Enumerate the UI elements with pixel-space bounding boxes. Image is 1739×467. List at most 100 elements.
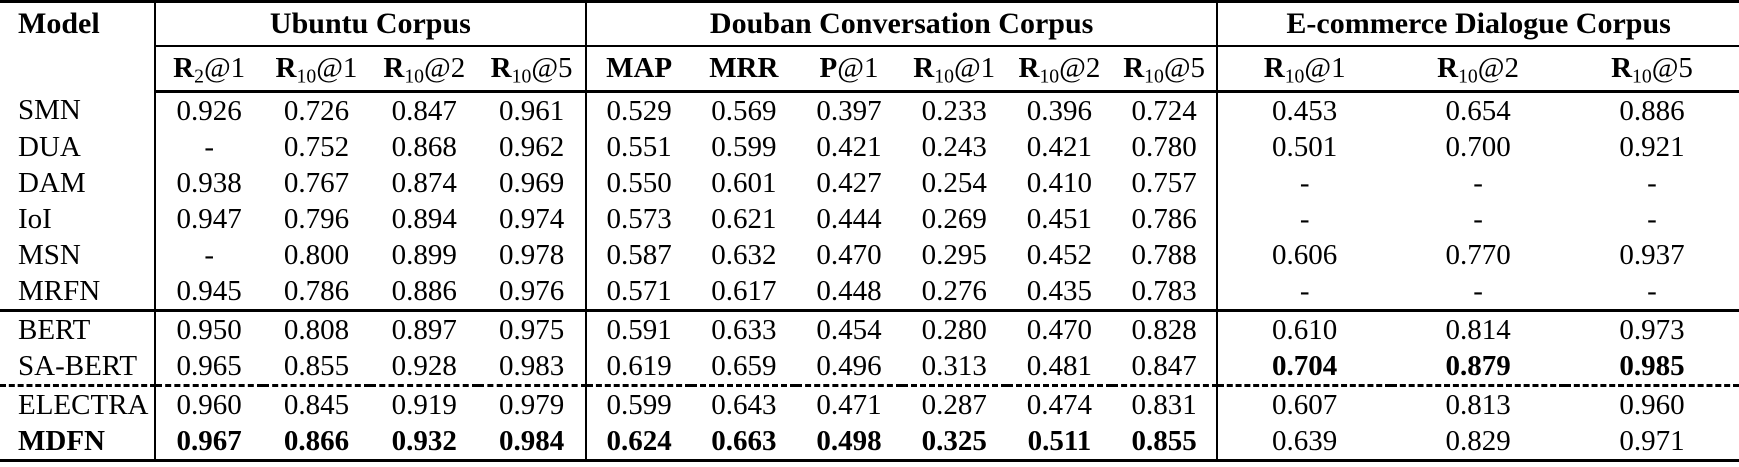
value-cell: 0.786 [283, 274, 350, 307]
metric-at-n: @2 [1059, 52, 1101, 84]
metric-header: MAP [585, 46, 692, 93]
metric-subscript: 10 [511, 65, 532, 88]
table-row: MSN -0.800 0.899 0.978 0.587 0.632 0.470 0.295 0… [0, 237, 1739, 273]
metric-header: R2@1 [153, 46, 263, 93]
value-cell: 0.421 [1026, 130, 1093, 163]
value-cell: 0.451 [1026, 202, 1093, 235]
value-cell: 0.233 [921, 94, 987, 127]
value-cell: 0.498 [816, 424, 882, 457]
value-cell: 0.921 [1619, 130, 1685, 163]
model-cell: MSN [18, 238, 81, 271]
metric-at-n: @1 [1304, 52, 1346, 84]
value-cell: 0.796 [283, 202, 350, 235]
value-cell: 0.973 [1565, 309, 1739, 348]
value-cell: 0.421 [816, 130, 882, 163]
value-cell: 0.632 [711, 238, 777, 271]
metric-header: R10@2 [370, 46, 479, 93]
value-cell: 0.950 [153, 309, 263, 348]
value-cell: 0.454 [796, 309, 902, 348]
value-cell: - [153, 237, 263, 273]
table-row: DUA -0.752 0.868 0.962 0.551 0.599 0.421 0.243 0… [0, 129, 1739, 165]
corpus-group-header: Ubuntu Corpus [153, 1, 587, 47]
value-cell: 0.470 [1006, 309, 1113, 348]
value-cell: 0.624 [585, 423, 692, 461]
metric-header: R10@1 [1216, 46, 1392, 93]
value-cell: 0.607 [1216, 384, 1392, 423]
value-cell: 0.783 [1131, 274, 1197, 307]
value-cell: 0.276 [921, 274, 987, 307]
table-row: SA-BERT 0.965 0.855 0.928 0.983 0.619 0.659 0.4… [0, 348, 1739, 386]
value-cell: 0.770 [1445, 238, 1511, 271]
value-cell: 0.606 [1216, 237, 1392, 273]
model-cell: MDFN [18, 424, 105, 457]
value-cell: 0.471 [796, 384, 902, 423]
value-cell: 0.325 [921, 424, 987, 457]
table-row: MRFN 0.945 0.786 0.886 0.976 0.571 0.617 0.448 0… [0, 273, 1739, 311]
value-cell: 0.879 [1445, 349, 1511, 382]
value-cell: 0.960 [1565, 384, 1739, 423]
value-cell: 0.396 [1026, 94, 1093, 127]
value-cell: 0.470 [816, 238, 882, 271]
metric-name: R [1263, 52, 1285, 84]
metric-subscript: 10 [1144, 65, 1164, 88]
value-cell: 0.752 [283, 130, 350, 163]
metric-header: R10@2 [1006, 46, 1113, 93]
value-cell: 0.724 [1131, 94, 1197, 127]
value-cell: 0.601 [711, 166, 777, 199]
value-cell: 0.569 [711, 94, 777, 127]
metric-header: R10@5 [1112, 46, 1218, 93]
metric-header: R10@1 [901, 46, 1007, 93]
value-cell: 0.947 [153, 201, 263, 237]
value-cell: 0.591 [585, 309, 692, 348]
corpus-group-header: E-commerce Dialogue Corpus [1216, 1, 1739, 47]
value-cell: 0.639 [1216, 423, 1392, 461]
metric-subscript: 10 [296, 65, 317, 88]
value-cell: 0.599 [585, 384, 692, 423]
value-cell: 0.610 [1216, 309, 1392, 348]
value-cell: 0.617 [711, 274, 777, 307]
value-cell: 0.269 [921, 202, 987, 235]
value-cell: 0.847 [1131, 349, 1197, 382]
metric-subscript: 10 [1039, 65, 1060, 88]
table-header: Model Ubuntu Corpus Douban Conversation C… [0, 1, 1739, 93]
value-cell: 0.481 [1026, 349, 1093, 382]
value-cell: 0.874 [391, 166, 457, 199]
corpus-group-row: Model Ubuntu Corpus Douban Conversation C… [0, 1, 1739, 47]
value-cell: 0.621 [711, 202, 777, 235]
value-cell: 0.551 [585, 129, 692, 165]
value-cell: 0.786 [1131, 202, 1197, 235]
metric-subscript: 10 [934, 65, 954, 88]
value-cell: 0.897 [370, 309, 479, 348]
value-cell: 0.978 [498, 238, 565, 271]
value-cell: 0.965 [153, 348, 263, 386]
value-cell: 0.960 [153, 384, 263, 423]
metric-header: P@1 [796, 46, 902, 93]
value-cell: 0.855 [283, 349, 350, 382]
metric-header: R10@1 [262, 46, 371, 93]
metric-at-n: @1 [837, 52, 879, 84]
value-cell: 0.969 [498, 166, 565, 199]
metric-at-n: @5 [1163, 52, 1206, 84]
value-cell: 0.571 [585, 273, 692, 311]
metric-at-n: @2 [1477, 52, 1519, 84]
value-cell: 0.828 [1112, 309, 1218, 348]
metric-name: R [490, 52, 512, 84]
value-cell: 0.427 [816, 166, 882, 199]
metric-at-n: @2 [424, 52, 466, 84]
value-cell: 0.243 [921, 130, 987, 163]
value-cell: 0.599 [711, 130, 777, 163]
metric-header: R10@5 [478, 46, 587, 93]
table-row: IoI 0.947 0.796 0.894 0.974 0.573 0.621 0.444 0.… [0, 201, 1739, 237]
metric-header-row: R2@1 R10@1 R10@2 R10@5 MAP MRR P@1 R10@1 R10@2 R1… [0, 46, 1739, 93]
metric-name: R [1611, 52, 1633, 84]
table-row: MDFN 0.967 0.866 0.932 0.984 0.624 0.663 0.498 0… [0, 423, 1739, 461]
metric-name: P [819, 52, 838, 84]
value-cell: 0.280 [901, 309, 1007, 348]
value-cell: 0.643 [691, 384, 797, 423]
value-cell: 0.435 [1026, 274, 1093, 307]
value-cell: 0.254 [921, 166, 987, 199]
value-cell: 0.663 [711, 424, 777, 457]
value-cell: 0.700 [1445, 130, 1511, 163]
value-cell: 0.808 [262, 309, 371, 348]
